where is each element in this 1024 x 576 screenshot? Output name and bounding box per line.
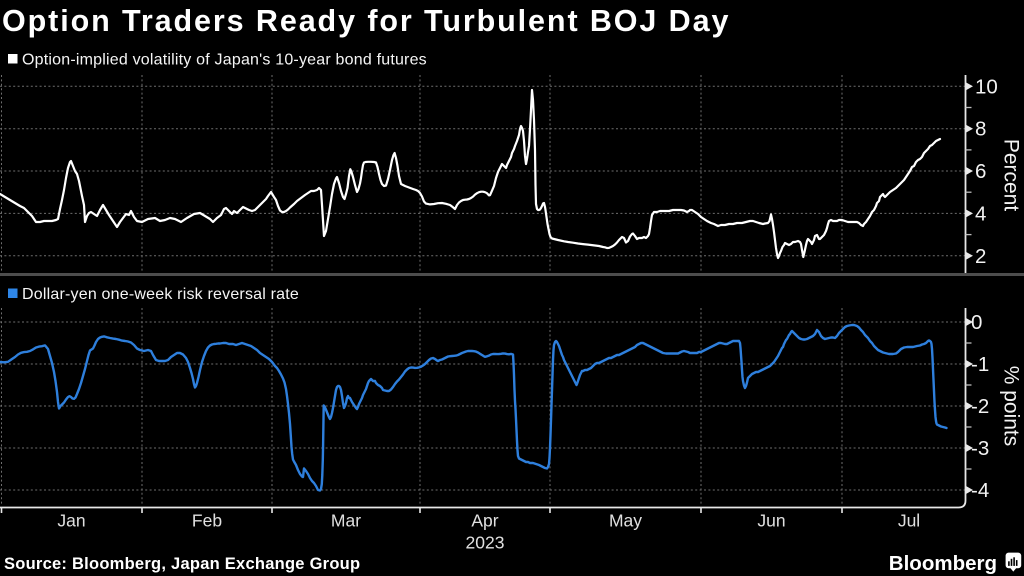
svg-text:2: 2	[975, 245, 986, 268]
svg-text:Bloomberg: Bloomberg	[889, 552, 997, 575]
svg-text:Mar: Mar	[331, 511, 361, 531]
svg-text:% points: % points	[1000, 366, 1023, 447]
svg-text:-4: -4	[971, 479, 989, 502]
svg-text:Jul: Jul	[898, 511, 920, 531]
svg-text:-1: -1	[971, 353, 989, 376]
svg-text:Apr: Apr	[471, 511, 498, 531]
svg-text:8: 8	[975, 118, 986, 141]
svg-text:Jun: Jun	[757, 511, 785, 531]
svg-text:2023: 2023	[466, 533, 505, 553]
svg-text:10: 10	[975, 75, 998, 98]
svg-text:Source: Bloomberg, Japan Excha: Source: Bloomberg, Japan Exchange Group	[4, 555, 360, 573]
svg-text:May: May	[609, 511, 642, 531]
svg-text:6: 6	[975, 160, 986, 183]
svg-text:4: 4	[975, 202, 986, 225]
svg-text:Dollar-yen one-week risk rever: Dollar-yen one-week risk reversal rate	[22, 286, 299, 303]
svg-text:Jan: Jan	[57, 511, 85, 531]
svg-text:Option-implied volatility of J: Option-implied volatility of Japan's 10-…	[22, 52, 427, 69]
svg-text:Option Traders Ready for Turbu: Option Traders Ready for Turbulent BOJ D…	[2, 4, 730, 38]
svg-text:0: 0	[971, 311, 982, 334]
svg-text:Feb: Feb	[192, 511, 222, 531]
svg-text:-3: -3	[971, 437, 989, 460]
svg-text:Percent: Percent	[1000, 139, 1023, 212]
svg-text:-2: -2	[971, 395, 989, 418]
